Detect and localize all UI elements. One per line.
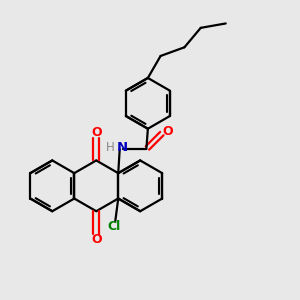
Text: O: O [91, 126, 102, 139]
Text: O: O [91, 233, 102, 246]
Text: N: N [117, 141, 128, 154]
Text: H: H [106, 141, 115, 154]
Text: Cl: Cl [107, 220, 120, 233]
Text: O: O [162, 124, 173, 137]
